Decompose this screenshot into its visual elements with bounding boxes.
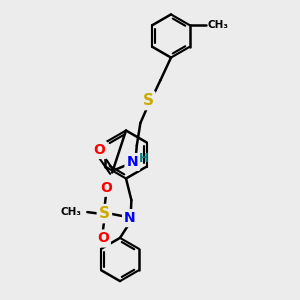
Text: CH₃: CH₃ <box>60 207 81 217</box>
Text: S: S <box>142 93 153 108</box>
Text: H: H <box>140 152 149 165</box>
Text: N: N <box>124 211 136 225</box>
Text: CH₃: CH₃ <box>208 20 229 30</box>
Text: O: O <box>93 143 105 157</box>
Text: N: N <box>127 155 138 169</box>
Text: S: S <box>99 206 110 221</box>
Text: O: O <box>97 232 109 245</box>
Text: O: O <box>100 181 112 195</box>
